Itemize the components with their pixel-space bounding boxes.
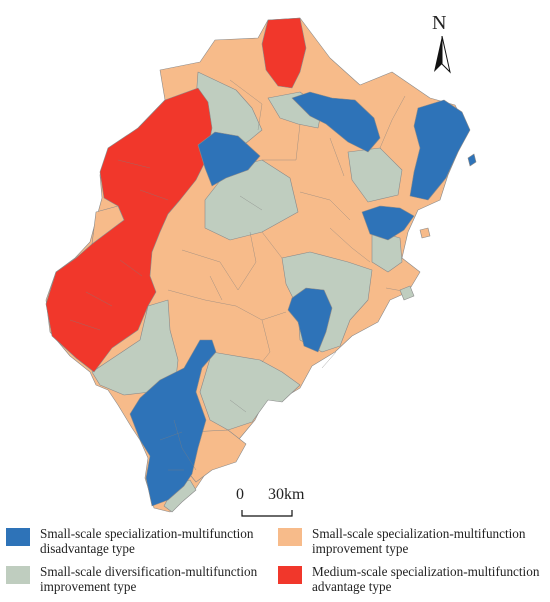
island-2 bbox=[399, 285, 415, 301]
legend-label: Small-scale specialization-multifunction… bbox=[40, 526, 254, 556]
north-arrow-icon bbox=[434, 36, 451, 74]
region-blue-eastcoast bbox=[409, 99, 471, 201]
north-label: N bbox=[432, 12, 447, 34]
legend-item-medium-specialization-advantage: Medium-scale specialization-multifunctio… bbox=[278, 564, 539, 594]
region-gray-southtip bbox=[163, 479, 197, 513]
region-blue-south bbox=[129, 339, 217, 507]
legend-label: Small-scale specialization-multifunction… bbox=[312, 526, 526, 556]
legend-item-small-specialization-improvement: Small-scale specialization-multifunction… bbox=[278, 526, 526, 556]
legend-label: Small-scale diversification-multifunctio… bbox=[40, 564, 258, 594]
region-blue-inland bbox=[287, 287, 333, 353]
island-3 bbox=[419, 227, 431, 239]
legend-item-small-specialization-disadvantage: Small-scale specialization-multifunction… bbox=[6, 526, 254, 556]
region-red-north bbox=[261, 17, 307, 89]
region-orange-west-enclave bbox=[91, 205, 125, 245]
region-blue-coastal bbox=[361, 205, 415, 241]
legend-label: Medium-scale specialization-multifunctio… bbox=[312, 564, 540, 594]
legend-swatch-red bbox=[278, 566, 302, 584]
region-gray-south bbox=[199, 351, 301, 431]
region-red-west bbox=[45, 87, 213, 373]
county-boundaries bbox=[69, 79, 409, 471]
scale-zero-label: 0 bbox=[236, 486, 244, 503]
scale-bar bbox=[241, 510, 293, 517]
region-gray-southwest bbox=[91, 299, 179, 396]
region-gray-coastal bbox=[371, 229, 403, 273]
region-blue-northeast bbox=[291, 91, 381, 153]
legend-swatch-gray bbox=[6, 566, 30, 584]
region-blue-northcentral bbox=[197, 131, 261, 187]
legend: Small-scale specialization-multifunction… bbox=[0, 526, 550, 602]
island-1 bbox=[467, 153, 477, 167]
legend-swatch-orange bbox=[278, 528, 302, 546]
scale-distance-label: 30km bbox=[268, 486, 305, 503]
county-map bbox=[45, 17, 477, 513]
legend-item-small-diversification-improvement: Small-scale diversification-multifunctio… bbox=[6, 564, 257, 594]
legend-swatch-blue bbox=[6, 528, 30, 546]
